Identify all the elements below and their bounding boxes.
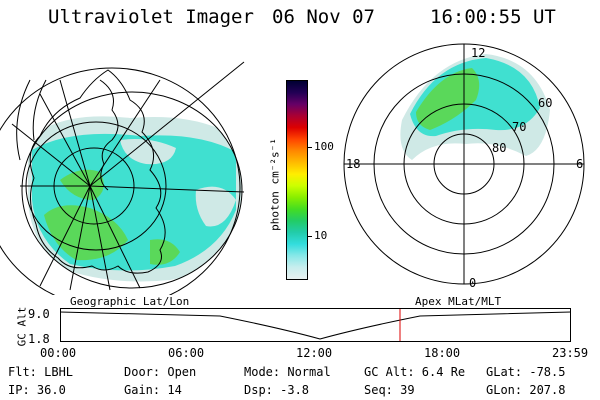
aurora-green-patch bbox=[150, 239, 180, 265]
colorbar bbox=[286, 80, 308, 280]
colorbar-tick bbox=[308, 236, 312, 237]
info-gcalt: GC Alt: 6.4 Re bbox=[364, 365, 466, 379]
colorbar-unit-label: photon cm⁻²s⁻¹ bbox=[268, 138, 282, 231]
track-line bbox=[32, 79, 47, 141]
latitude-circle bbox=[0, 67, 241, 295]
lat-label-70: 70 bbox=[512, 120, 527, 134]
info-seq: Seq: 39 bbox=[364, 383, 415, 397]
aurora-green-patch bbox=[44, 205, 128, 261]
altitude-curve bbox=[60, 311, 572, 340]
right-panel-caption: Apex MLat/MLT bbox=[415, 295, 502, 308]
altitude-ytick-top: 9.0 bbox=[28, 307, 50, 321]
altitude-xtick-0000: 00:00 bbox=[40, 346, 77, 360]
mlt-label-18: 18 bbox=[346, 157, 361, 171]
altitude-ylabel: GC Alt bbox=[15, 306, 29, 347]
info-glon: GLon: 207.8 bbox=[486, 383, 566, 397]
info-ip: IP: 36.0 bbox=[8, 383, 66, 397]
polar-plot bbox=[343, 43, 585, 285]
mlt-label-6: 6 bbox=[576, 157, 584, 171]
altitude-ytick-bottom: 1.8 bbox=[28, 332, 50, 346]
altitude-plot bbox=[60, 308, 572, 342]
coastline bbox=[29, 69, 166, 274]
info-dsp: Dsp: -3.8 bbox=[244, 383, 310, 397]
info-flt: Flt: LBHL bbox=[8, 365, 74, 379]
colorbar-tick-100: 100 bbox=[314, 140, 334, 153]
left-panel-caption: Geographic Lat/Lon bbox=[70, 295, 190, 308]
mlt-label-12: 12 bbox=[471, 46, 486, 60]
aurora-gap bbox=[195, 186, 236, 227]
info-mode: Mode: Normal bbox=[244, 365, 331, 379]
altitude-xtick-1800: 18:00 bbox=[424, 346, 461, 360]
date-label: 06 Nov 07 bbox=[272, 6, 375, 28]
earth-limb bbox=[21, 91, 243, 289]
lat-label-60: 60 bbox=[538, 96, 553, 110]
colorbar-tick bbox=[308, 147, 312, 148]
lat-label-80: 80 bbox=[492, 141, 507, 155]
geographic-image bbox=[0, 61, 245, 295]
aurora-green-patch bbox=[416, 68, 480, 130]
track-line bbox=[16, 79, 31, 161]
time-label: 16:00:55 UT bbox=[430, 6, 556, 28]
info-glat: GLat: -78.5 bbox=[486, 365, 566, 379]
colorbar-tick-10: 10 bbox=[314, 229, 328, 242]
coastline-detail bbox=[99, 79, 119, 191]
altitude-xtick-2359: 23:59 bbox=[552, 346, 589, 360]
altitude-xtick-0600: 06:00 bbox=[168, 346, 205, 360]
altitude-xtick-1200: 12:00 bbox=[296, 346, 333, 360]
altitude-plot-frame bbox=[60, 308, 571, 342]
aurora-gap bbox=[120, 139, 176, 165]
instrument-title: Ultraviolet Imager bbox=[48, 6, 254, 28]
mlt-label-0: 0 bbox=[469, 276, 477, 290]
colorbar-gradient bbox=[287, 81, 307, 279]
info-gain: Gain: 14 bbox=[124, 383, 182, 397]
info-door: Door: Open bbox=[124, 365, 197, 379]
